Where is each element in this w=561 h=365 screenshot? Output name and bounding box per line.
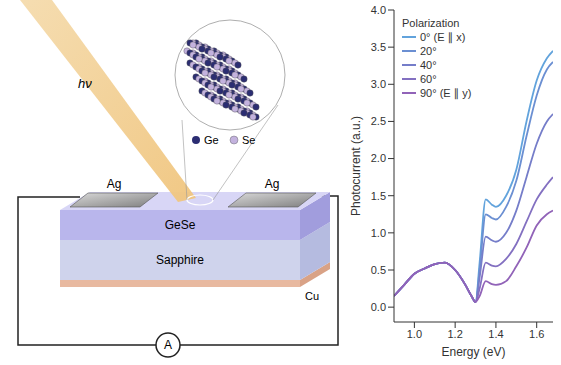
svg-text:Ag: Ag (265, 177, 280, 191)
svg-text:0.0: 0.0 (371, 301, 386, 313)
svg-text:1.6: 1.6 (529, 328, 544, 340)
svg-text:Ag: Ag (107, 177, 122, 191)
svg-text:2.5: 2.5 (371, 115, 386, 127)
svg-text:1.4: 1.4 (488, 328, 503, 340)
svg-text:Sapphire: Sapphire (156, 253, 204, 267)
svg-text:Energy (eV): Energy (eV) (441, 345, 505, 359)
svg-text:Ge: Ge (204, 134, 219, 146)
svg-text:1.0: 1.0 (407, 328, 422, 340)
svg-text:Photocurrent (a.u.): Photocurrent (a.u.) (350, 116, 363, 216)
svg-text:Se: Se (242, 134, 255, 146)
svg-text:2.0: 2.0 (371, 152, 386, 164)
svg-text:1.2: 1.2 (448, 328, 463, 340)
html-text:40°: 40° (420, 59, 437, 71)
html-text:0° (E ∥ x): 0° (E ∥ x) (420, 31, 466, 43)
svg-text:GeSe: GeSe (165, 218, 196, 232)
html-text:90° (E ∥ y): 90° (E ∥ y) (420, 87, 472, 99)
svg-text:1.0: 1.0 (371, 227, 386, 239)
html-text:60°: 60° (420, 73, 437, 85)
svg-text:A: A (164, 338, 172, 352)
svg-text:3.5: 3.5 (371, 41, 386, 53)
svg-text:3.0: 3.0 (371, 78, 386, 90)
html-text:Polarization: Polarization (402, 17, 460, 29)
svg-text:0.5: 0.5 (371, 264, 386, 276)
svg-text:1.5: 1.5 (371, 190, 386, 202)
svg-text:hν: hν (78, 76, 92, 91)
html-text:20°: 20° (420, 45, 437, 57)
svg-text:Cu: Cu (305, 290, 319, 302)
svg-text:4.0: 4.0 (371, 4, 386, 16)
